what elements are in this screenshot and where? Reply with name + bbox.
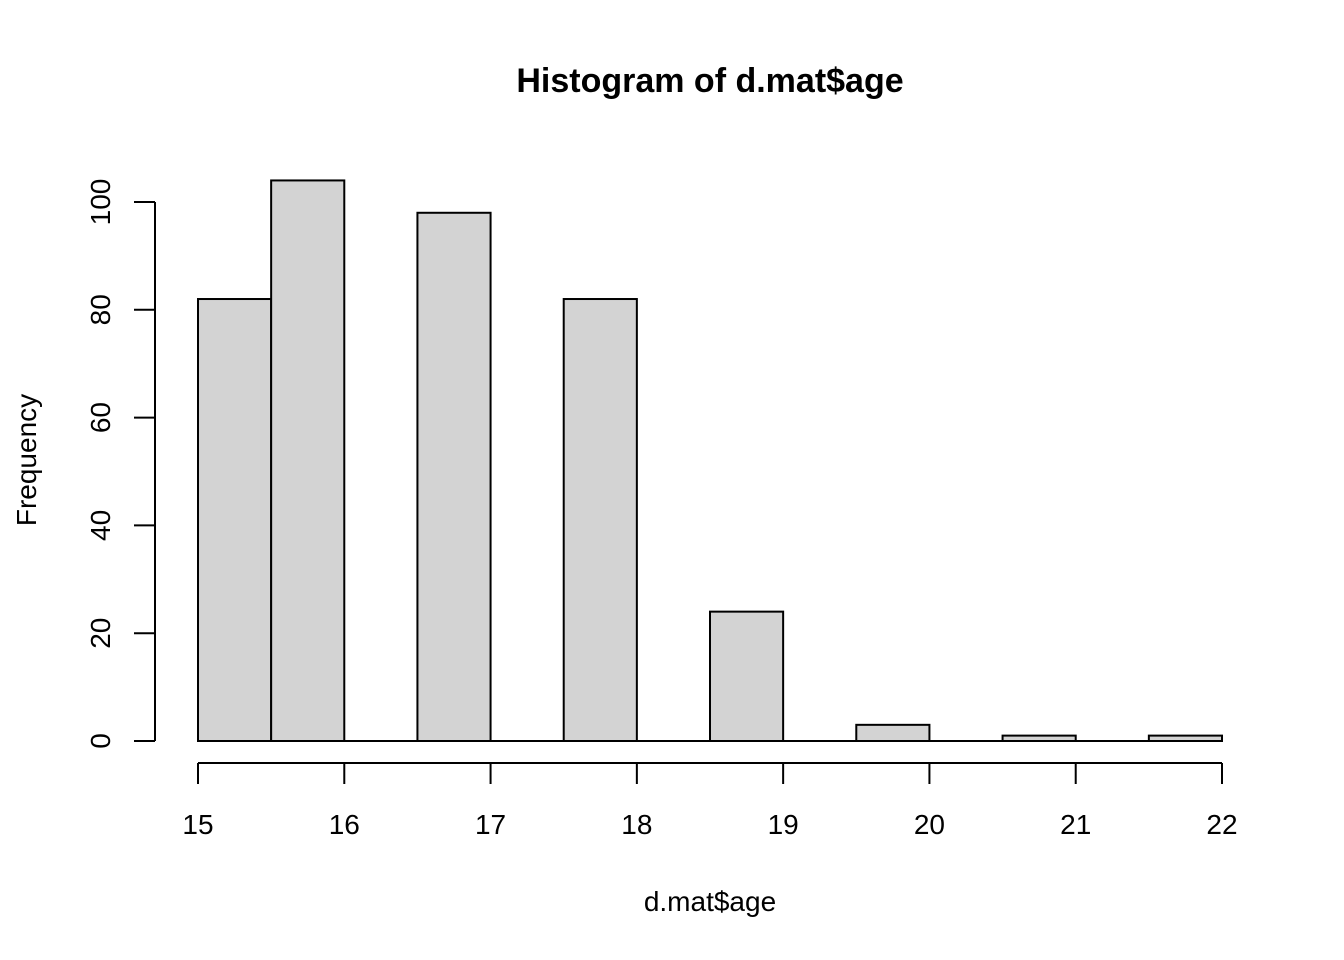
x-tick-label: 20 <box>914 809 945 840</box>
y-tick-label: 80 <box>85 294 116 325</box>
y-axis: 0 20 40 60 80 100 <box>85 179 156 749</box>
histogram-bar <box>270 179 346 742</box>
y-tick-label: 60 <box>85 402 116 433</box>
x-tick-label: 17 <box>475 809 506 840</box>
x-axis: 15 16 17 18 19 20 21 22 <box>182 762 1238 840</box>
bars-group <box>197 179 1224 743</box>
x-tick-label: 15 <box>182 809 213 840</box>
histogram-bar <box>197 298 273 742</box>
y-tick-label: 20 <box>85 618 116 649</box>
histogram-bar <box>416 211 492 742</box>
histogram-bar <box>1147 734 1224 742</box>
histogram-bar <box>562 298 638 742</box>
y-axis-label: Frequency <box>11 394 42 526</box>
chart-title: Histogram of d.mat$age <box>516 62 903 100</box>
x-tick-label: 22 <box>1206 809 1237 840</box>
histogram-bar <box>709 610 785 743</box>
x-tick-label: 19 <box>768 809 799 840</box>
x-tick-label: 21 <box>1060 809 1091 840</box>
y-tick-label: 100 <box>85 179 116 226</box>
histogram-bar <box>1001 734 1077 742</box>
x-axis-label: d.mat$age <box>644 886 776 917</box>
y-tick-label: 40 <box>85 510 116 541</box>
x-tick-label: 18 <box>621 809 652 840</box>
y-tick-label: 0 <box>85 733 116 749</box>
histogram-bar <box>855 723 931 743</box>
x-tick-label: 16 <box>329 809 360 840</box>
